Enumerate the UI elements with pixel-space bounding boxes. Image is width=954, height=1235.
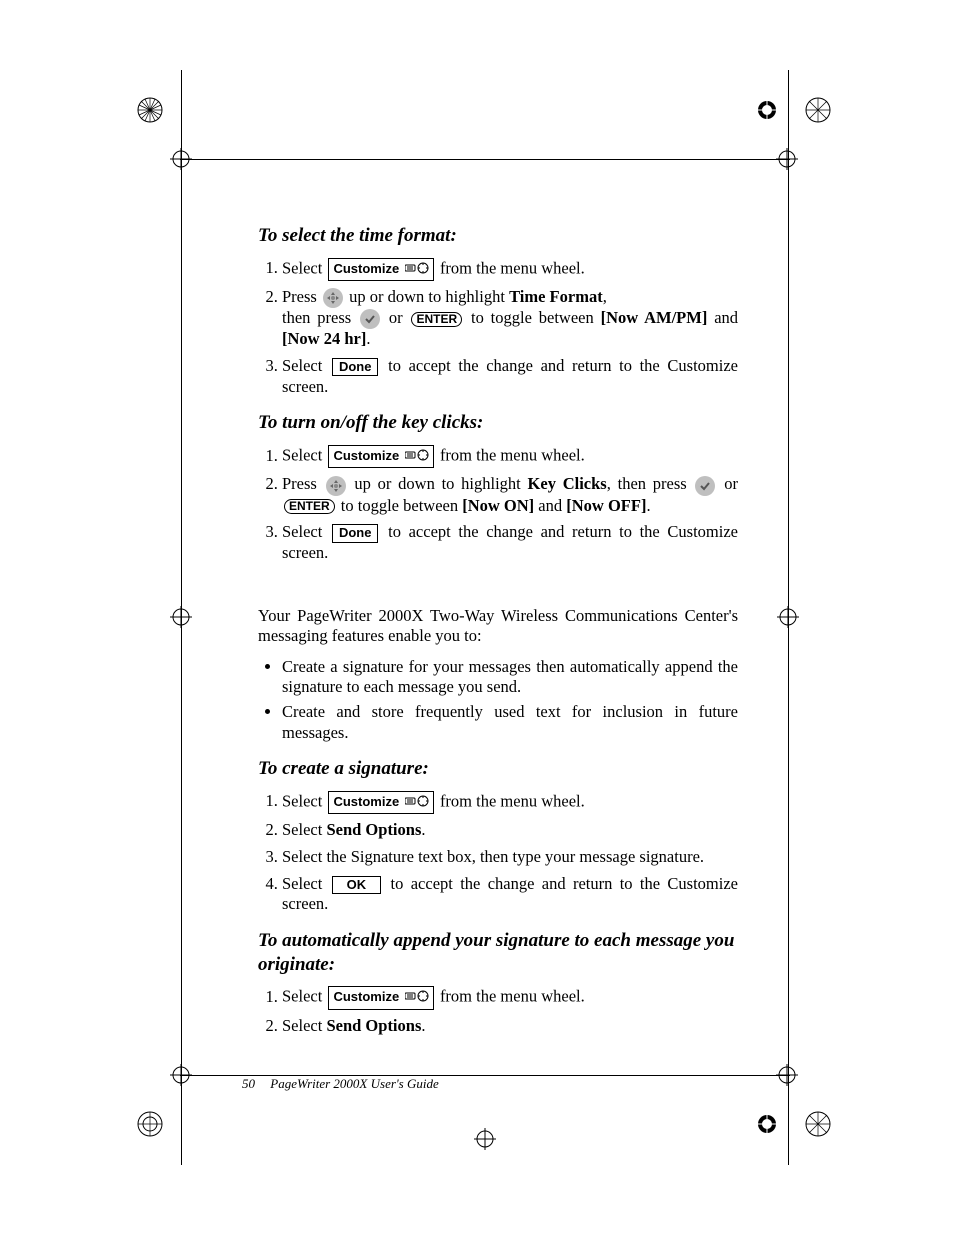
step-text: from the menu wheel.	[440, 258, 585, 277]
step-text: Press	[282, 474, 324, 493]
customize-button: Customize	[328, 986, 433, 1009]
step-text: Select	[282, 1016, 326, 1035]
rosette-icon	[136, 1110, 164, 1138]
label-key-clicks: Key Clicks	[528, 474, 607, 493]
option-now-off: [Now OFF]	[566, 496, 646, 515]
page-footer: 50 PageWriter 2000X User's Guide	[242, 1076, 439, 1092]
step-text: to toggle between	[471, 308, 601, 327]
feature-bullets: Create a signature for your messages the…	[258, 657, 738, 744]
option-ampm: [Now AM/PM]	[601, 308, 708, 327]
step-text: Press	[282, 287, 321, 306]
registration-mark	[474, 1128, 496, 1150]
step: Select Customize from the menu wheel.	[282, 791, 738, 814]
customize-button: Customize	[328, 258, 433, 281]
step-text: then press	[282, 308, 358, 327]
footer-title: PageWriter 2000X User's Guide	[270, 1076, 439, 1091]
ok-button: OK	[332, 876, 382, 894]
nav-button-icon	[326, 476, 346, 496]
customize-icon	[405, 794, 429, 811]
rosette-icon	[804, 1110, 832, 1138]
step-text: or	[724, 474, 738, 493]
intro-paragraph: Your PageWriter 2000X Two-Way Wireless C…	[258, 606, 738, 647]
step-text: from the menu wheel.	[440, 446, 585, 465]
registration-mark	[756, 1113, 778, 1135]
customize-button: Customize	[328, 445, 433, 468]
option-24hr: [Now 24 hr]	[282, 329, 366, 348]
page-content: To select the time format: Select Custom…	[258, 210, 738, 1042]
steps-key-clicks: Select Customize from the menu wheel. Pr…	[258, 445, 738, 563]
done-button: Done	[332, 524, 379, 542]
registration-mark	[776, 148, 798, 170]
step: Select Customize from the menu wheel.	[282, 986, 738, 1009]
nav-button-icon	[323, 288, 343, 308]
step: Select Customize from the menu wheel.	[282, 445, 738, 468]
step: Select the Signature text box, then type…	[282, 847, 738, 868]
step: Select OK to accept the change and retur…	[282, 874, 738, 915]
registration-mark	[756, 99, 778, 121]
step: Select Done to accept the change and ret…	[282, 522, 738, 563]
enter-button: ENTER	[284, 499, 335, 514]
check-button-icon	[695, 476, 715, 496]
registration-mark	[777, 606, 799, 628]
step: Select Customize from the menu wheel.	[282, 258, 738, 281]
bullet: Create a signature for your messages the…	[282, 657, 738, 698]
customize-icon	[405, 261, 429, 278]
customize-icon	[405, 989, 429, 1006]
steps-create-signature: Select Customize from the menu wheel. Se…	[258, 791, 738, 915]
heading-key-clicks: To turn on/off the key clicks:	[258, 411, 738, 435]
label-send-options: Send Options	[326, 1016, 421, 1035]
label-time-format: Time Format	[509, 287, 603, 306]
registration-mark	[776, 1064, 798, 1086]
rosette-icon	[804, 96, 832, 124]
step-text: Select	[282, 446, 326, 465]
page-number: 50	[242, 1076, 255, 1091]
done-button: Done	[332, 358, 379, 376]
enter-button: ENTER	[411, 312, 462, 327]
step-text: from the menu wheel.	[440, 987, 585, 1006]
steps-append-signature: Select Customize from the menu wheel. Se…	[258, 986, 738, 1036]
heading-time-format: To select the time format:	[258, 224, 738, 248]
label-send-options: Send Options	[326, 820, 421, 839]
step-text: Select	[282, 258, 326, 277]
customize-button: Customize	[328, 791, 433, 814]
rosette-icon	[136, 96, 164, 124]
registration-mark	[170, 606, 192, 628]
step-text: up or down to highlight	[354, 474, 527, 493]
step-text: from the menu wheel.	[440, 791, 585, 810]
step-text: Select	[282, 356, 330, 375]
check-button-icon	[360, 309, 380, 329]
step: Select Send Options.	[282, 820, 738, 841]
step-text: Select	[282, 874, 330, 893]
heading-create-signature: To create a signature:	[258, 757, 738, 781]
bullet: Create and store frequently used text fo…	[282, 702, 738, 743]
step: Press up or down to highlight Time Forma…	[282, 287, 738, 350]
step-text: Select	[282, 522, 330, 541]
step: Press up or down to highlight Key Clicks…	[282, 474, 738, 516]
option-now-on: [Now ON]	[462, 496, 534, 515]
step-text: Select	[282, 820, 326, 839]
step-text: Select	[282, 791, 326, 810]
step: Select Done to accept the change and ret…	[282, 356, 738, 397]
step: Select Send Options.	[282, 1016, 738, 1037]
crop-rule-top	[180, 159, 790, 160]
step-text: Select	[282, 987, 326, 1006]
step-text: to toggle between	[341, 496, 462, 515]
steps-time-format: Select Customize from the menu wheel.	[258, 258, 738, 398]
step-text: up or down to highlight	[349, 287, 509, 306]
heading-append-signature: To automatically append your signature t…	[258, 929, 738, 977]
step-text: or	[389, 308, 410, 327]
customize-icon	[405, 448, 429, 465]
